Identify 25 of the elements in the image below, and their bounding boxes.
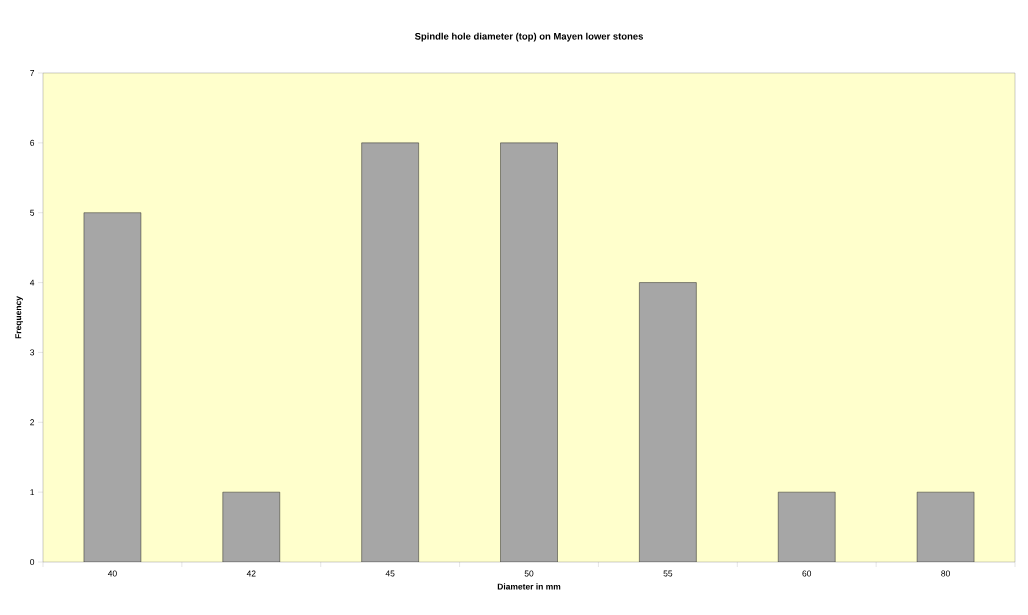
y-tick-label: 2 [30, 419, 35, 426]
y-tick-label: 3 [30, 349, 35, 356]
y-tick-label: 0 [30, 559, 35, 565]
bar [500, 142, 558, 562]
bar [639, 282, 697, 562]
x-tick-label: 40 [107, 570, 117, 577]
x-axis-title: Diameter in mm [497, 583, 561, 590]
x-tick-label: 45 [385, 570, 395, 577]
bar [361, 142, 419, 562]
y-tick-label: 6 [30, 139, 35, 146]
x-tick-label: 80 [941, 570, 950, 577]
y-axis-title: Frequency [15, 296, 23, 339]
bar [222, 491, 280, 562]
y-tick-label: 4 [29, 279, 35, 286]
x-tick-label: 55 [663, 570, 673, 577]
chart-title: Spindle hole diameter (top) on Mayen lower stones [414, 32, 643, 42]
bar [778, 491, 836, 562]
x-tick-label: 42 [246, 570, 256, 577]
x-tick-label: 60 [802, 570, 812, 577]
y-tick-label: 1 [30, 489, 35, 496]
y-tick-label: 5 [30, 209, 35, 216]
bar [916, 491, 975, 562]
y-tick-label: 7 [30, 70, 35, 76]
x-tick-label: 50 [524, 570, 534, 577]
bar [83, 212, 142, 562]
